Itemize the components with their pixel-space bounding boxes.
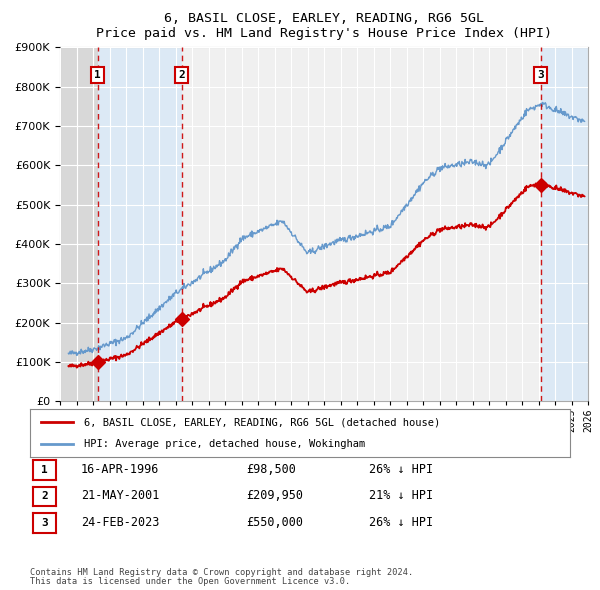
Text: £209,950: £209,950 <box>246 489 303 502</box>
Bar <box>60 47 98 401</box>
Point <box>536 180 546 189</box>
Bar <box>541 47 588 401</box>
Point <box>177 314 187 323</box>
Text: 21-MAY-2001: 21-MAY-2001 <box>81 489 160 502</box>
Text: This data is licensed under the Open Government Licence v3.0.: This data is licensed under the Open Gov… <box>30 577 350 586</box>
Text: 26% ↓ HPI: 26% ↓ HPI <box>369 463 433 476</box>
Text: 1: 1 <box>41 465 48 475</box>
Text: 2: 2 <box>41 491 48 502</box>
Title: 6, BASIL CLOSE, EARLEY, READING, RG6 5GL
Price paid vs. HM Land Registry's House: 6, BASIL CLOSE, EARLEY, READING, RG6 5GL… <box>96 12 552 41</box>
Text: 21% ↓ HPI: 21% ↓ HPI <box>369 489 433 502</box>
Text: 3: 3 <box>41 518 48 528</box>
Text: 2: 2 <box>179 70 185 80</box>
Text: 3: 3 <box>538 70 544 80</box>
Text: 24-FEB-2023: 24-FEB-2023 <box>81 516 160 529</box>
Text: 26% ↓ HPI: 26% ↓ HPI <box>369 516 433 529</box>
Point <box>93 358 103 367</box>
Text: £550,000: £550,000 <box>246 516 303 529</box>
Text: Contains HM Land Registry data © Crown copyright and database right 2024.: Contains HM Land Registry data © Crown c… <box>30 568 413 577</box>
Text: HPI: Average price, detached house, Wokingham: HPI: Average price, detached house, Woki… <box>84 439 365 449</box>
Bar <box>98 47 182 401</box>
Text: 1: 1 <box>94 70 101 80</box>
Text: 6, BASIL CLOSE, EARLEY, READING, RG6 5GL (detached house): 6, BASIL CLOSE, EARLEY, READING, RG6 5GL… <box>84 417 440 427</box>
Text: £98,500: £98,500 <box>246 463 296 476</box>
Text: 16-APR-1996: 16-APR-1996 <box>81 463 160 476</box>
